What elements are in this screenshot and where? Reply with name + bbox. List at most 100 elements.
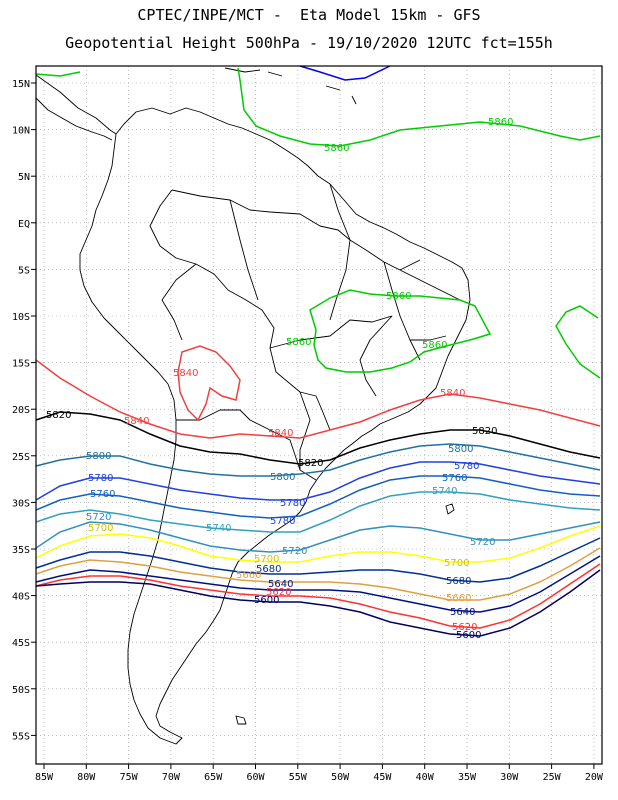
- longitude-axis: 85W 80W 75W 70W 65W 60W 55W 50W 45W 40W 35W 30W 25W 2…: [35, 764, 604, 783]
- label-5820-b: 5820: [298, 458, 323, 469]
- lat-label: 50S: [12, 685, 30, 696]
- label-5820-a: 5820: [46, 410, 71, 421]
- label-5840-b: 5840: [124, 416, 149, 427]
- label-5680-a: 5680: [256, 564, 281, 575]
- state-borders: [329, 183, 461, 397]
- label-5780-c: 5780: [454, 461, 479, 472]
- label-5620-a: 5620: [266, 587, 291, 598]
- map-frame: [35, 65, 603, 765]
- label-5600-b: 5600: [456, 630, 481, 641]
- latitude-axis: 15N 10N 5N EQ 5S 10S 15S 20S 25S 30S 35S 40S 45S 50S 5…: [12, 79, 36, 742]
- label-5840-c: 5840: [268, 428, 293, 439]
- label-5760-b: 5760: [442, 473, 467, 484]
- coastlines-and-borders: [35, 67, 471, 745]
- lon-label: 35W: [458, 772, 477, 783]
- lat-label: 25S: [12, 452, 30, 463]
- lat-label: 5N: [18, 172, 30, 183]
- lat-label: 15N: [12, 79, 30, 90]
- lon-label: 80W: [77, 772, 96, 783]
- label-5840-a: 5840: [173, 368, 198, 379]
- map-title-model: CPTEC/INPE/MCT - Eta Model 15km - GFS: [137, 6, 481, 24]
- contour-5860-north: [35, 67, 601, 147]
- label-5740-a: 5740: [206, 523, 231, 534]
- lon-label: 20W: [585, 772, 604, 783]
- label-5800-b: 5800: [270, 472, 295, 483]
- central-america-coast-north: [35, 97, 113, 141]
- atlantic-islet: [445, 503, 455, 515]
- contour-5840-closed: [177, 345, 241, 422]
- label-5720-a: 5720: [86, 512, 111, 523]
- lat-label: 20S: [12, 405, 30, 416]
- lon-label: 40W: [416, 772, 435, 783]
- lon-label: 85W: [35, 772, 54, 783]
- lat-label: 45S: [12, 638, 30, 649]
- lon-label: 75W: [120, 772, 139, 783]
- contour-5800: [35, 443, 601, 477]
- central-america-coast: [35, 74, 117, 135]
- lat-label: 10N: [12, 126, 30, 137]
- contour-5680: [35, 537, 601, 583]
- label-5860-d: 5860: [286, 337, 311, 348]
- label-5640-a: 5640: [268, 579, 293, 590]
- lon-label: 45W: [373, 772, 392, 783]
- label-5660-a: 5660: [236, 570, 261, 581]
- map-title-field: Geopotential Height 500hPa - 19/10/2020 …: [65, 34, 553, 52]
- label-5800-a: 5800: [86, 451, 111, 462]
- label-5840-d: 5840: [440, 388, 465, 399]
- lat-label: EQ: [18, 219, 30, 230]
- lat-label: 10S: [12, 312, 30, 323]
- height-contours: [35, 65, 601, 637]
- contour-5860-east: [555, 305, 601, 379]
- falkland-islands: [235, 715, 247, 725]
- label-5720-c: 5720: [470, 537, 495, 548]
- label-5780-a: 5780: [88, 473, 113, 484]
- label-5860-a: 5860: [488, 117, 513, 128]
- label-5800-c: 5800: [448, 444, 473, 455]
- label-5740-b: 5740: [432, 486, 457, 497]
- contour-5720: [35, 521, 601, 553]
- label-5700-a: 5700: [88, 523, 113, 534]
- lon-label: 55W: [289, 772, 308, 783]
- label-5700-c: 5700: [444, 558, 469, 569]
- contour-5760: [35, 475, 601, 519]
- label-5660-b: 5660: [446, 593, 471, 604]
- caribbean-islands: [224, 67, 357, 105]
- country-borders: [149, 189, 393, 481]
- lon-label: 25W: [543, 772, 562, 783]
- lat-label: 55S: [12, 731, 30, 742]
- contour-5660: [35, 547, 601, 601]
- label-5620-b: 5620: [452, 622, 477, 633]
- label-5820-c: 5820: [472, 426, 497, 437]
- lat-label: 15S: [12, 359, 30, 370]
- contour-labels: 5860 5860 5860 5860 5860 5840 5840 5840 …: [46, 117, 513, 641]
- label-5680-b: 5680: [446, 576, 471, 587]
- contour-5600: [35, 569, 601, 637]
- label-5760-a: 5760: [90, 489, 115, 500]
- label-5700-b: 5700: [254, 554, 279, 565]
- south-america-coast: [79, 107, 471, 745]
- contour-5700: [35, 525, 601, 563]
- label-5780-d: 5780: [270, 516, 295, 527]
- label-5860-c: 5860: [386, 291, 411, 302]
- contour-5860-brazil: [309, 289, 492, 373]
- lat-label: 35S: [12, 545, 30, 556]
- lat-lon-grid: [36, 66, 602, 764]
- contour-5620: [35, 563, 601, 629]
- contour-5780: [35, 461, 601, 501]
- label-5600-a: 5600: [254, 595, 279, 606]
- lon-label: 30W: [500, 772, 519, 783]
- lon-label: 60W: [246, 772, 265, 783]
- label-5780-b: 5780: [280, 498, 305, 509]
- lat-label: 40S: [12, 592, 30, 603]
- contour-5580: [299, 65, 391, 81]
- contour-5740: [35, 491, 601, 533]
- lat-label: 30S: [12, 498, 30, 509]
- label-5720-b: 5720: [282, 546, 307, 557]
- contour-5840-main: [35, 359, 601, 439]
- lon-label: 50W: [331, 772, 350, 783]
- lon-label: 65W: [204, 772, 223, 783]
- contour-5640: [35, 555, 601, 613]
- label-5640-b: 5640: [450, 607, 475, 618]
- label-5860-b: 5860: [324, 143, 349, 154]
